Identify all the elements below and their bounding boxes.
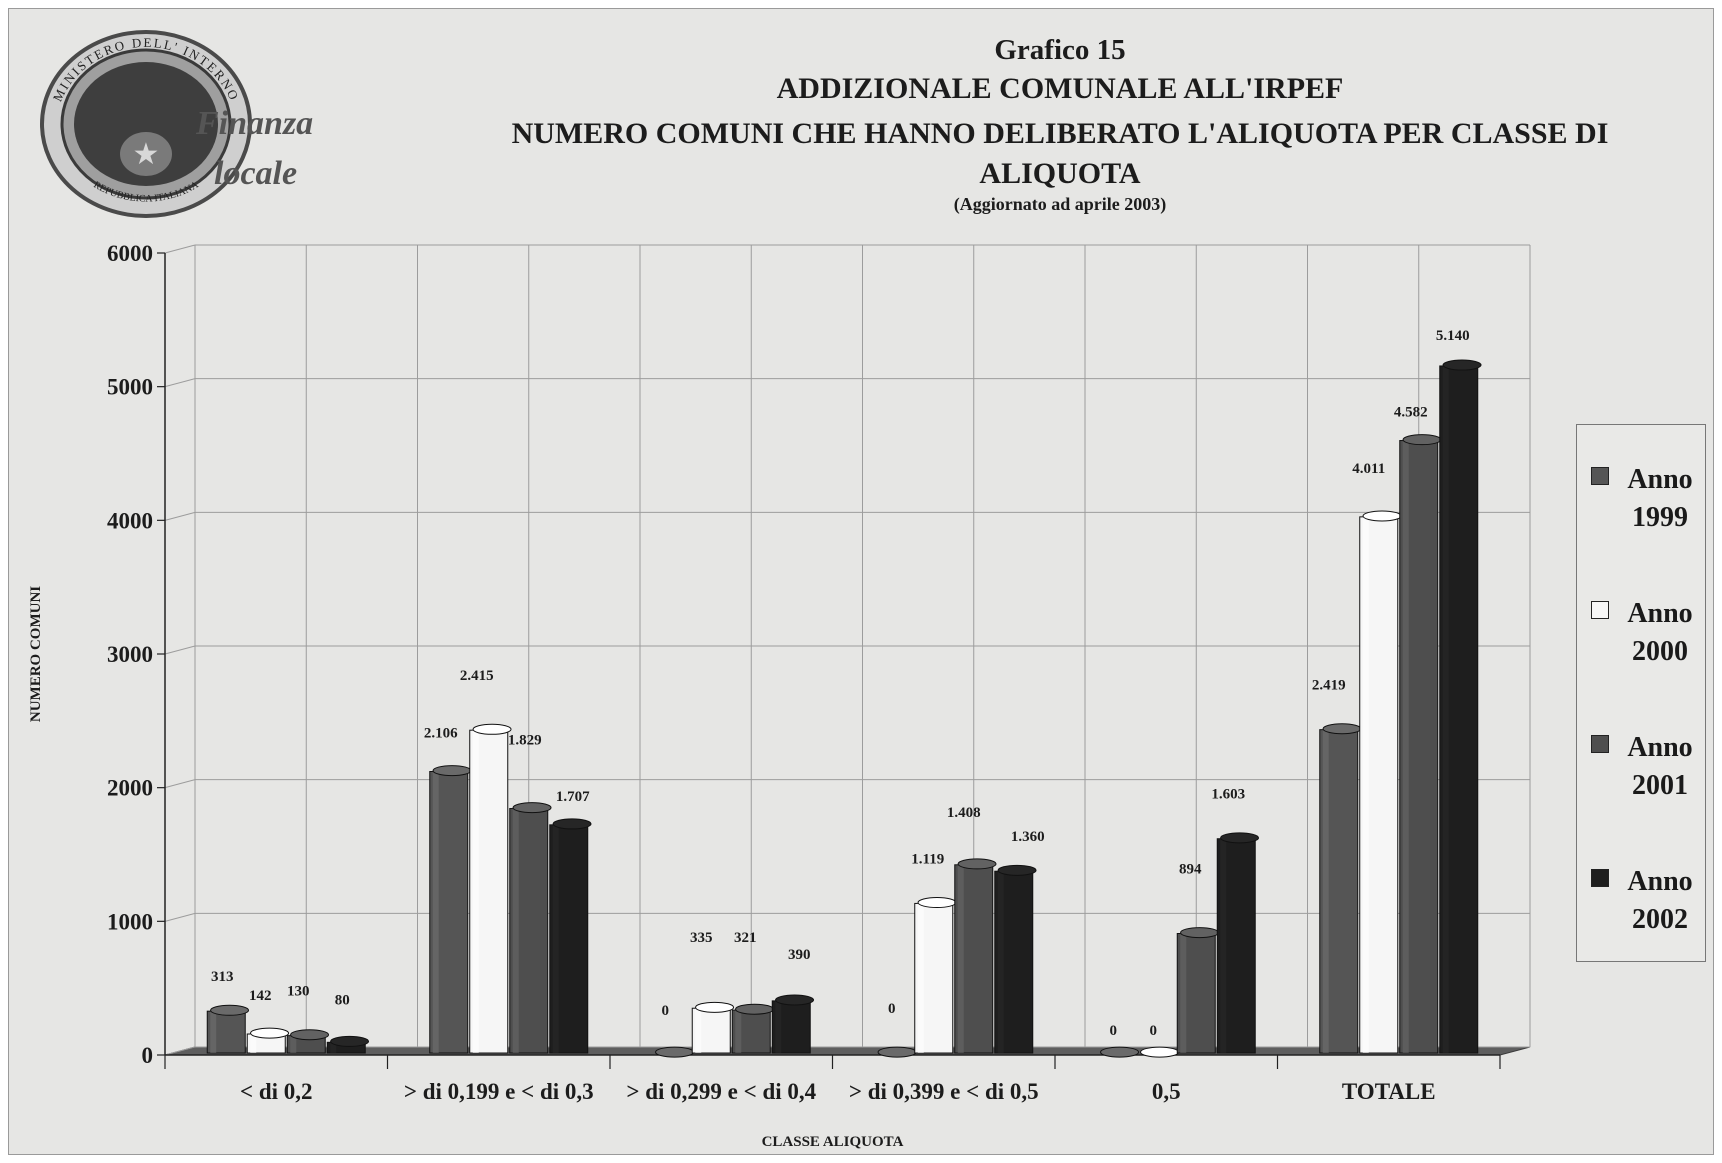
legend-label-line2: 1999 — [1632, 502, 1688, 533]
chart-number: Grafico 15 — [994, 34, 1126, 66]
legend-label: Anno 2001 — [1615, 729, 1705, 805]
legend-swatch — [1591, 601, 1609, 619]
legend-swatch — [1591, 869, 1609, 887]
seal-emblem — [120, 132, 172, 176]
legend-label-line2: 2002 — [1632, 904, 1688, 935]
logo-script-finanza: Finanza — [195, 105, 313, 142]
legend-label: Anno 1999 — [1615, 461, 1705, 537]
legend-label-line1: Anno — [1627, 866, 1693, 897]
seal-star-icon: ★ — [133, 138, 160, 171]
legend-swatch — [1591, 735, 1609, 753]
chart-subtitle: (Aggiornato ad aprile 2003) — [953, 194, 1167, 214]
legend-label-line1: Anno — [1627, 732, 1693, 763]
logo-script-locale: locale — [214, 155, 297, 192]
seal-center — [74, 62, 218, 186]
legend-label-line2: 2001 — [1632, 770, 1688, 801]
legend-swatch — [1591, 467, 1609, 485]
legend-label-line2: 2000 — [1632, 636, 1688, 667]
legend-label: Anno 2000 — [1615, 595, 1705, 671]
ministero-logo: ★ MINISTERO DELL' INTERNO REPUBBLICA ITA… — [40, 30, 313, 218]
chart-title-line2: NUMERO COMUNI CHE HANNO DELIBERATO L'ALI… — [511, 117, 1609, 190]
legend-label: Anno 2002 — [1615, 863, 1705, 939]
chart-legend: Anno 1999 Anno 2000 Anno 2001 Anno 2002 — [1576, 424, 1706, 962]
legend-label-line1: Anno — [1627, 598, 1693, 629]
legend-label-line1: Anno — [1627, 464, 1693, 495]
chart-title-line1: ADDIZIONALE COMUNALE ALL'IRPEF — [776, 72, 1344, 105]
